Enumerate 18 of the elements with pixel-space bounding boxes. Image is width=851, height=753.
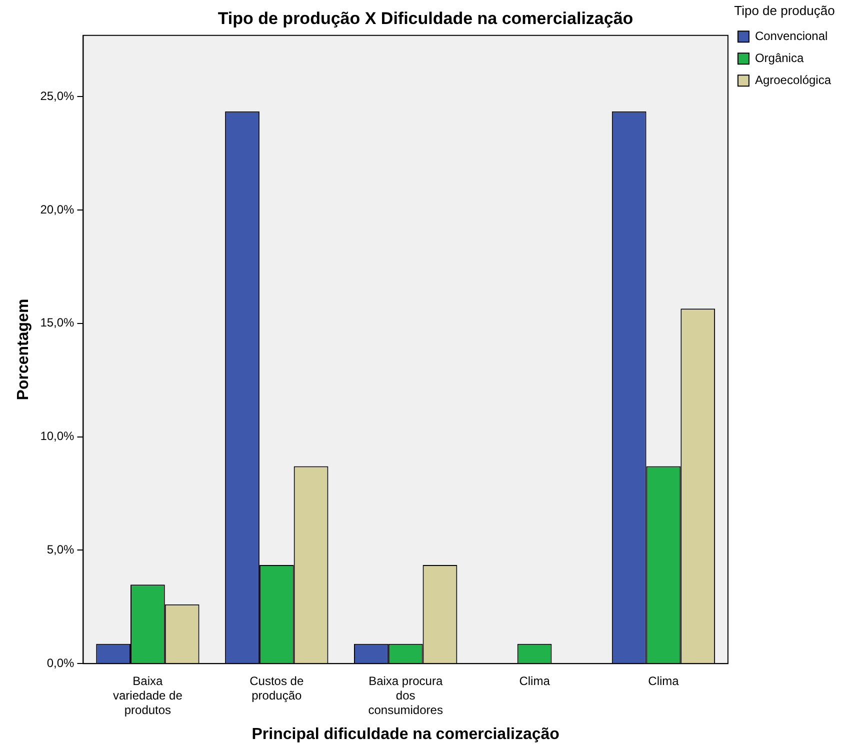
legend-label: Orgânica <box>754 50 804 65</box>
x-tick-label: Clima <box>519 674 550 688</box>
y-axis-title: Porcentagem <box>15 298 32 400</box>
legend-label: Agroecológica <box>754 72 832 87</box>
y-tick-label: 15,0% <box>40 316 75 330</box>
y-tick-label: 20,0% <box>40 202 75 216</box>
x-tick-label: Clima <box>648 674 680 688</box>
x-tick-label: Baixa procura dos consumidores <box>368 674 443 717</box>
y-tick-label: 25,0% <box>40 88 75 103</box>
x-axis-title: Principal dificuldade na comercialização <box>252 726 560 743</box>
chart-title: Tipo de produção X Dificuldade na comercialização <box>218 8 634 28</box>
legend-label: Convencional <box>754 28 828 43</box>
x-tick-label: Baixa variedade de produtos <box>113 674 183 717</box>
x-tick-label: Custos de produção <box>250 674 304 703</box>
y-tick-label: 10,0% <box>40 429 75 444</box>
legend-title: Tipo de produção <box>734 3 835 18</box>
y-tick-label: 0,0% <box>46 656 75 670</box>
y-tick-label: 5,0% <box>46 542 75 557</box>
